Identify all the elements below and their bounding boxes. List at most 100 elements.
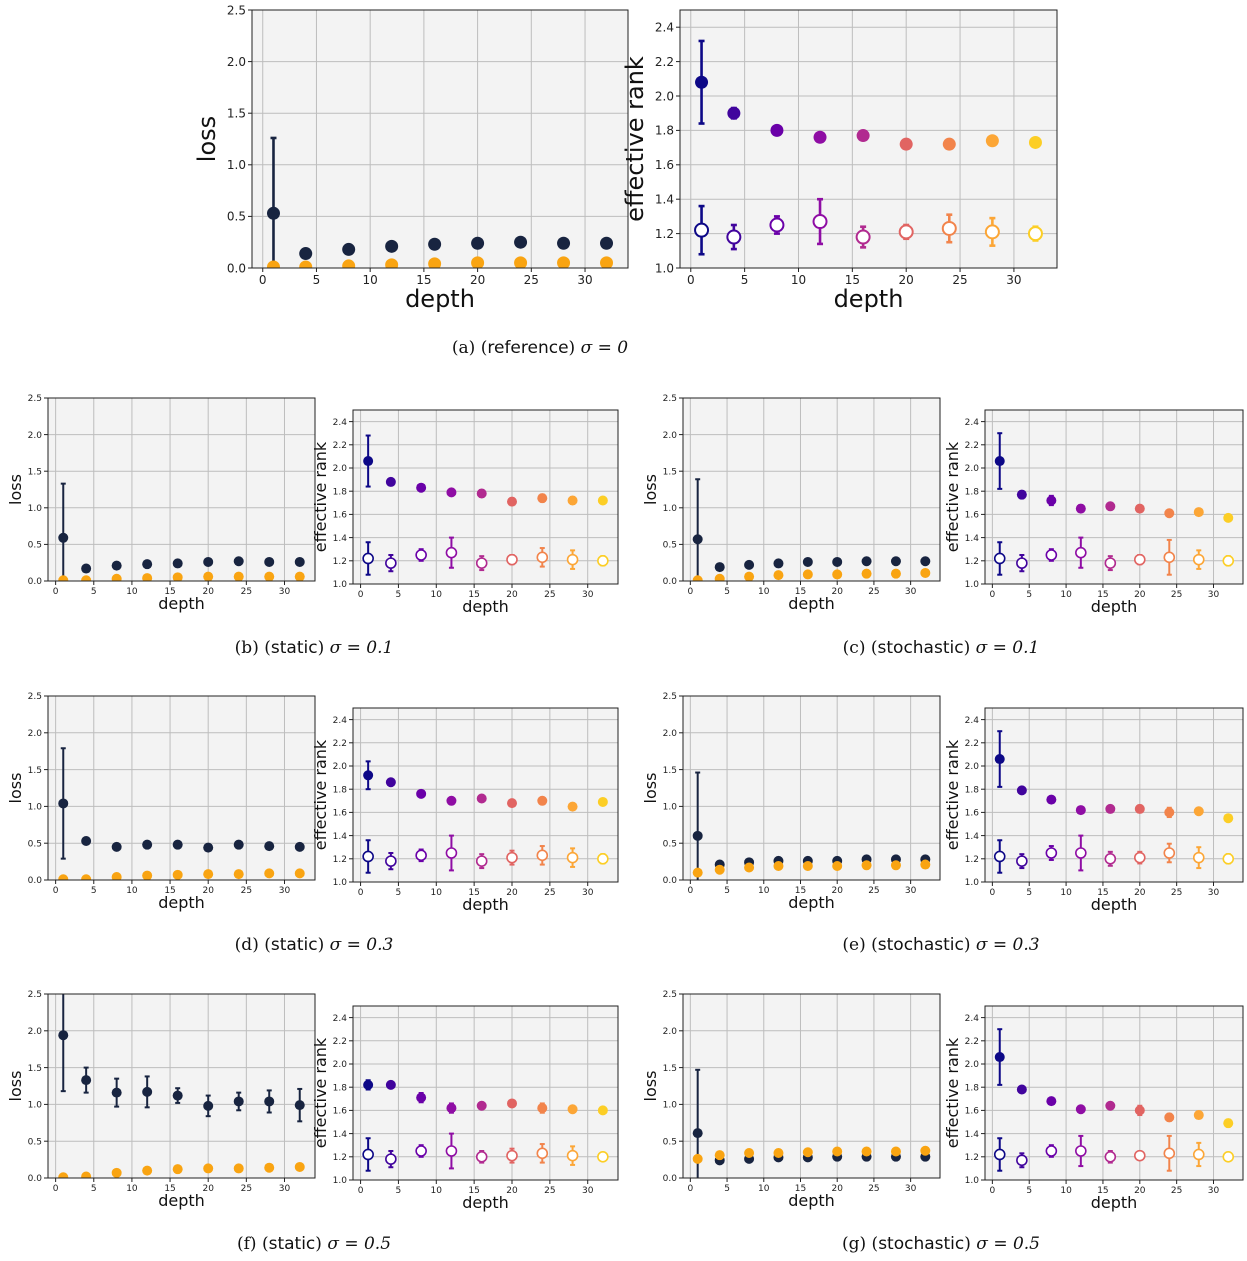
data-point	[1134, 1105, 1145, 1116]
y-tick-label: 1.0	[28, 504, 43, 514]
data-point	[692, 575, 703, 581]
x-tick-label: 20	[506, 1186, 518, 1196]
data-point	[1075, 1104, 1086, 1115]
caption-sigma: σ = 0.5	[327, 1234, 392, 1254]
data-point	[81, 835, 92, 846]
x-tick-label: 10	[126, 1184, 138, 1194]
caption-variant: stochastic	[877, 935, 964, 955]
plot-marks	[266, 136, 614, 268]
data-point	[264, 556, 275, 567]
data-point	[1134, 503, 1145, 514]
data-point	[994, 1052, 1005, 1063]
data-point	[415, 849, 427, 862]
data-point	[813, 130, 827, 144]
data-point	[855, 229, 871, 245]
y-tick-label: 2.0	[28, 431, 43, 441]
data-point	[1164, 807, 1175, 818]
x-tick-label: 20	[506, 888, 518, 898]
y-axis-label: effective rank	[311, 441, 330, 552]
x-axis-label: depth	[158, 1191, 205, 1210]
data-point	[537, 493, 548, 504]
y-tick-label: 1.0	[333, 1176, 348, 1186]
data-point	[832, 1146, 843, 1157]
data-point	[294, 841, 305, 852]
x-tick-label: 20	[831, 886, 843, 896]
x-tick-label: 5	[91, 587, 97, 597]
chart-g-rank: 0 5 10 15 20 25 30 1.0 1.2 1.4 1.6 1.8 2.0 2.2 2.4 dept…	[943, 1005, 1244, 1212]
x-tick-label: 25	[241, 587, 252, 597]
y-tick-label: 1.5	[227, 107, 246, 121]
data-point	[890, 568, 901, 579]
x-tick-label: 25	[544, 1186, 555, 1196]
data-point	[744, 571, 755, 581]
caption-sigma: σ = 0.5	[976, 1234, 1041, 1254]
data-point	[233, 869, 244, 880]
data-point	[363, 770, 374, 781]
y-tick-label: 2.4	[965, 716, 980, 726]
x-axis-label: depth	[1091, 1193, 1138, 1212]
data-point	[142, 559, 153, 570]
x-tick-label: 30	[905, 886, 917, 896]
y-axis-label: effective rank	[311, 739, 330, 850]
x-tick-label: 25	[544, 888, 555, 898]
x-tick-label: 20	[831, 1184, 843, 1194]
caption-label: (d)	[234, 935, 259, 955]
x-tick-label: 5	[724, 587, 730, 597]
data-point	[233, 1163, 244, 1174]
data-point	[557, 236, 571, 250]
x-tick-label: 30	[582, 590, 594, 600]
data-point	[994, 456, 1005, 467]
plot-frame	[352, 1005, 619, 1181]
data-point	[832, 556, 843, 567]
plot-frame	[251, 9, 629, 269]
data-point	[1075, 1145, 1087, 1157]
data-point	[692, 1153, 703, 1164]
data-point	[832, 569, 843, 580]
y-tick-label: 1.0	[333, 878, 348, 888]
x-axis-label: depth	[462, 895, 509, 914]
data-point	[514, 235, 528, 249]
data-point	[294, 1161, 305, 1172]
data-point	[142, 839, 153, 850]
plot-marks	[362, 1079, 609, 1172]
data-point	[714, 1150, 725, 1161]
x-tick-label: 15	[468, 888, 479, 898]
data-point	[1163, 551, 1176, 564]
data-point	[600, 256, 614, 268]
y-tick-label: 2.0	[28, 729, 43, 739]
y-tick-label: 2.5	[28, 990, 42, 1000]
data-point	[832, 861, 843, 872]
x-tick-label: 5	[724, 886, 730, 896]
plot-marks	[58, 482, 305, 581]
data-point	[536, 551, 549, 564]
data-point	[1027, 226, 1043, 242]
data-point	[1016, 1154, 1028, 1167]
data-point	[1223, 813, 1234, 824]
y-tick-label: 2.2	[333, 739, 347, 749]
y-tick-label: 1.0	[965, 1176, 980, 1186]
data-point	[1134, 1149, 1146, 1162]
x-tick-label: 25	[868, 587, 879, 597]
data-point	[476, 793, 487, 804]
y-axis-label: effective rank	[311, 1037, 330, 1148]
x-tick-label: 5	[91, 1184, 97, 1194]
y-tick-label: 2.0	[227, 55, 246, 69]
x-tick-label: 0	[990, 1186, 996, 1196]
y-tick-label: 2.0	[663, 729, 678, 739]
x-tick-label: 15	[795, 886, 806, 896]
x-tick-label: 10	[363, 273, 378, 287]
y-tick-label: 1.0	[655, 261, 674, 275]
y-tick-label: 2.4	[333, 418, 348, 428]
y-tick-label: 1.6	[965, 809, 980, 819]
plot-frame	[682, 993, 941, 1179]
x-tick-label: 10	[791, 273, 806, 287]
data-point	[1163, 847, 1176, 859]
x-tick-label: 0	[259, 273, 267, 287]
plot-marks	[58, 747, 305, 880]
y-tick-label: 2.5	[227, 3, 246, 17]
y-tick-label: 0.0	[663, 876, 678, 886]
plot-frame	[984, 707, 1244, 883]
x-tick-label: 15	[1097, 590, 1108, 600]
data-point	[536, 1147, 549, 1160]
